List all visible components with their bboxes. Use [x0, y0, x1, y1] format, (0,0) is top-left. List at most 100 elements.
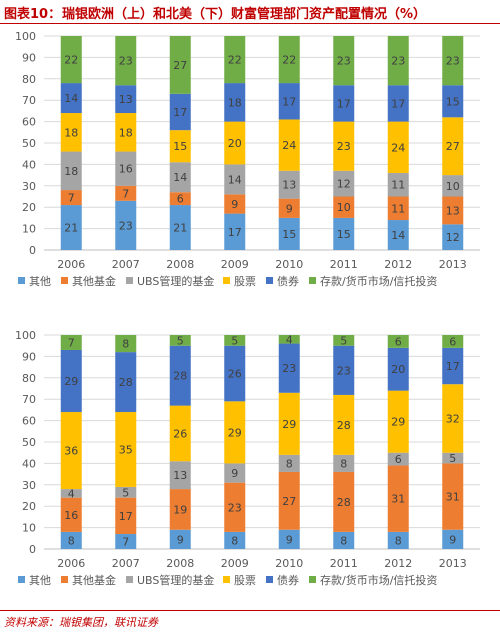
data-label: 17 — [391, 97, 405, 110]
data-label: 15 — [173, 140, 187, 153]
legend-swatch — [61, 576, 68, 583]
data-label: 11 — [391, 179, 405, 192]
bar-segment — [60, 412, 82, 490]
x-tick-label: 2013 — [439, 258, 467, 271]
bar-segment — [333, 454, 355, 472]
x-tick-label: 2010 — [275, 557, 303, 570]
legend-label: 其他 — [29, 275, 51, 288]
chart-svg: 0 10 20 30 40 50 60 70 80 90 100 21 7 18 18 14 22 2006 23 7… — [15, 30, 480, 288]
bar-segment — [115, 412, 137, 487]
legend-label: 其他基金 — [72, 274, 116, 288]
bar-segment — [224, 401, 246, 464]
bar-segment — [224, 194, 246, 214]
bar-segment — [442, 384, 464, 453]
bar-segment — [60, 531, 82, 549]
data-label: 16 — [119, 163, 133, 176]
bar-segment — [224, 531, 246, 549]
bar-segment — [224, 164, 246, 195]
bar-segment — [224, 482, 246, 532]
x-tick-label: 2013 — [439, 557, 467, 570]
data-label: 8 — [286, 457, 293, 470]
y-tick-label: 60 — [22, 116, 36, 129]
bar-segment — [115, 85, 137, 114]
data-label: 27 — [446, 140, 460, 153]
data-label: 13 — [282, 179, 296, 192]
legend-label: 存款/货币市场/信托投资 — [320, 274, 437, 288]
data-label: 14 — [173, 171, 187, 184]
data-label: 24 — [391, 141, 405, 154]
bar-segment — [169, 345, 191, 406]
y-tick-label: 0 — [29, 244, 36, 257]
data-label: 10 — [446, 180, 460, 193]
bar-segment — [333, 531, 355, 549]
bar-segment — [169, 405, 191, 462]
bar-segment — [169, 205, 191, 250]
bar-segment — [278, 217, 300, 250]
bar-segment — [333, 36, 355, 86]
data-label: 29 — [282, 418, 296, 431]
data-label: 20 — [228, 137, 242, 150]
x-tick-label: 2009 — [221, 258, 249, 271]
bar-segment — [60, 190, 82, 206]
bar-segment — [115, 486, 137, 498]
bar-segment — [333, 394, 355, 455]
bar-segment — [333, 335, 355, 346]
bar-segment — [387, 220, 409, 250]
bar-segment — [169, 461, 191, 490]
data-label: 22 — [282, 54, 296, 67]
legend-label: UBS管理的基金 — [137, 573, 214, 587]
data-label: 4 — [286, 333, 293, 346]
bar-segment — [442, 36, 464, 86]
data-label: 13 — [173, 469, 187, 482]
bar-segment — [224, 213, 246, 250]
data-label: 15 — [446, 95, 460, 108]
bar-segment — [60, 497, 82, 532]
data-label: 27 — [173, 59, 187, 72]
legend-label: 其他基金 — [72, 573, 116, 587]
y-tick-label: 20 — [22, 500, 36, 513]
legend-label: 债券 — [277, 274, 299, 288]
data-label: 11 — [391, 202, 405, 215]
data-label: 9 — [286, 202, 293, 215]
x-tick-label: 2008 — [166, 557, 194, 570]
north-america-allocation-chart: 0 10 20 30 40 50 60 70 80 90 100 8 16 4 36 29 7 2006 7 17 5 3… — [0, 323, 500, 609]
data-label: 29 — [391, 416, 405, 429]
data-label: 23 — [337, 364, 351, 377]
data-label: 5 — [449, 452, 456, 465]
bar-segment — [60, 36, 82, 84]
bar-segment — [60, 489, 82, 498]
bar-segment — [115, 534, 137, 549]
data-label: 27 — [282, 495, 296, 508]
data-label: 6 — [395, 335, 402, 348]
data-label: 9 — [231, 198, 238, 211]
data-label: 14 — [64, 92, 78, 105]
x-tick-label: 2006 — [57, 557, 85, 570]
data-label: 23 — [119, 55, 133, 68]
bar-segment — [333, 196, 355, 218]
bar-segment — [333, 345, 355, 395]
bar-segment — [169, 130, 191, 163]
data-label: 14 — [228, 173, 242, 186]
data-label: 28 — [173, 370, 187, 383]
y-tick-label: 90 — [22, 51, 36, 64]
footer-divider — [0, 610, 500, 611]
x-tick-label: 2007 — [112, 258, 140, 271]
bar-segment — [60, 83, 82, 114]
legend-swatch — [126, 576, 133, 583]
data-label: 9 — [449, 533, 456, 546]
bar-segment — [278, 454, 300, 472]
bar-segment — [387, 531, 409, 549]
data-label: 4 — [68, 487, 75, 500]
bar-segment — [169, 192, 191, 206]
data-label: 8 — [122, 338, 129, 351]
bar-segment — [169, 162, 191, 193]
x-tick-label: 2009 — [221, 557, 249, 570]
data-label: 32 — [446, 412, 460, 425]
legend-label: 股票 — [234, 574, 256, 587]
bar-segment — [333, 85, 355, 122]
bar-segment — [278, 392, 300, 455]
x-tick-label: 2007 — [112, 557, 140, 570]
header-divider — [0, 23, 500, 24]
bar-segment — [115, 497, 137, 535]
y-tick-label: 30 — [22, 479, 36, 492]
